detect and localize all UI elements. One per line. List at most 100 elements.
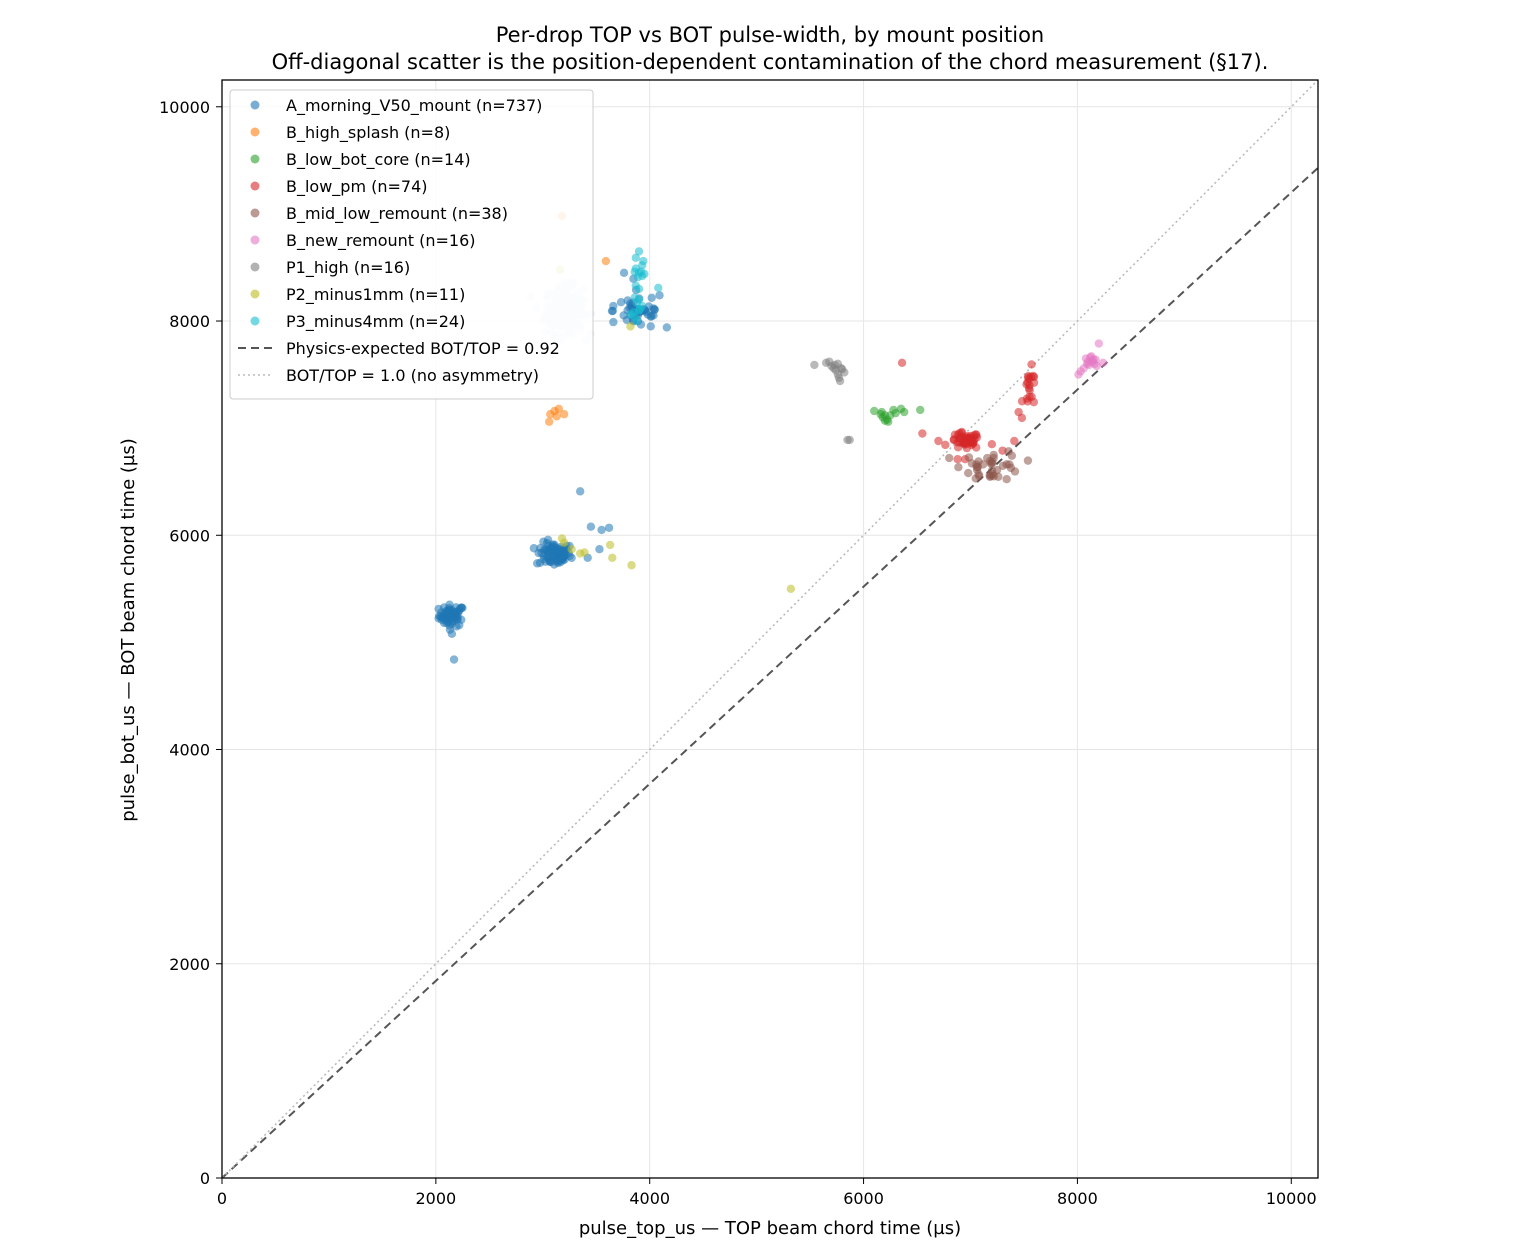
data-point bbox=[646, 322, 655, 331]
data-point bbox=[1014, 407, 1023, 417]
data-point bbox=[969, 437, 978, 447]
data-point bbox=[626, 322, 635, 331]
data-point bbox=[632, 316, 642, 326]
legend-box bbox=[229, 89, 594, 400]
data-point bbox=[983, 453, 992, 463]
data-point bbox=[786, 584, 796, 594]
y-axis-label: pulse_bot_us — BOT beam chord time (µs) bbox=[118, 438, 139, 822]
data-point bbox=[552, 412, 561, 421]
data-point bbox=[1094, 339, 1104, 348]
data-point bbox=[1007, 451, 1017, 460]
x-tick-label: 8000 bbox=[1057, 1189, 1098, 1208]
data-point bbox=[457, 603, 466, 612]
data-point bbox=[835, 376, 845, 386]
data-point bbox=[962, 433, 971, 443]
data-point bbox=[955, 429, 964, 438]
data-point bbox=[616, 298, 626, 307]
data-point bbox=[662, 323, 672, 332]
legend-entry: B_mid_low_remount (n=38) bbox=[286, 204, 508, 224]
x-axis-ticks: 0 2000 4000 6000 8000 10000 bbox=[217, 1178, 1317, 1208]
data-point bbox=[529, 544, 539, 553]
data-point bbox=[636, 267, 646, 276]
legend-entry: B_low_pm (n=74) bbox=[286, 177, 428, 197]
data-point bbox=[609, 301, 618, 311]
unity-line bbox=[222, 80, 1318, 1178]
data-point bbox=[1091, 355, 1100, 364]
data-point bbox=[555, 547, 565, 556]
legend-entry: B_new_remount (n=16) bbox=[286, 231, 476, 251]
data-point bbox=[897, 358, 907, 368]
data-point bbox=[655, 291, 664, 300]
data-point bbox=[647, 311, 656, 321]
data-point bbox=[447, 619, 457, 628]
y-tick-label: 8000 bbox=[169, 312, 210, 331]
data-point bbox=[601, 256, 611, 266]
data-point bbox=[941, 440, 950, 450]
data-point bbox=[649, 304, 658, 313]
legend-marker bbox=[250, 100, 260, 110]
data-point bbox=[845, 435, 854, 445]
data-point bbox=[553, 555, 562, 565]
series-6 bbox=[810, 357, 854, 445]
y-tick-label: 6000 bbox=[169, 526, 210, 545]
data-point bbox=[836, 363, 846, 373]
data-point bbox=[1006, 463, 1016, 473]
data-point bbox=[1023, 456, 1033, 465]
series-3 bbox=[897, 358, 1039, 464]
data-point bbox=[634, 306, 644, 315]
y-tick-label: 10000 bbox=[159, 98, 210, 117]
series-5 bbox=[1074, 339, 1108, 379]
data-point bbox=[1010, 436, 1019, 446]
data-point bbox=[605, 540, 615, 550]
legend-entry: BOT/TOP = 1.0 (no asymmetry) bbox=[286, 366, 539, 385]
data-point bbox=[989, 450, 998, 460]
legend-entry: P1_high (n=16) bbox=[286, 258, 410, 278]
y-axis-ticks: 0 2000 4000 6000 8000 10000 bbox=[159, 98, 222, 1188]
legend: A_morning_V50_mount (n=737) B_high_splash… bbox=[229, 89, 594, 400]
data-point bbox=[608, 553, 617, 562]
y-tick-label: 2000 bbox=[169, 955, 210, 974]
data-point bbox=[1027, 360, 1036, 369]
data-point bbox=[899, 407, 909, 417]
legend-marker bbox=[250, 154, 260, 164]
data-point bbox=[985, 470, 994, 480]
plot-frame bbox=[221, 79, 1319, 1179]
x-tick-label: 4000 bbox=[629, 1189, 670, 1208]
data-point bbox=[916, 405, 925, 415]
data-point bbox=[998, 461, 1008, 470]
data-point bbox=[547, 544, 556, 553]
x-axis-label: pulse_top_us — TOP beam chord time (µs) bbox=[579, 1218, 961, 1239]
physics-expected-line bbox=[222, 167, 1318, 1178]
data-point bbox=[557, 534, 567, 543]
data-point bbox=[609, 317, 618, 327]
data-point bbox=[634, 284, 644, 294]
data-point bbox=[918, 429, 927, 438]
y-tick-label: 0 bbox=[200, 1169, 210, 1188]
legend-marker bbox=[250, 262, 260, 272]
legend-entry: A_morning_V50_mount (n=737) bbox=[286, 96, 542, 116]
y-tick-label: 4000 bbox=[169, 741, 210, 760]
legend-entry: B_low_bot_core (n=14) bbox=[286, 150, 471, 170]
data-point bbox=[934, 436, 943, 446]
data-point bbox=[1025, 386, 1034, 395]
legend-entry: B_high_splash (n=8) bbox=[286, 123, 450, 143]
legend-entry: P2_minus1mm (n=11) bbox=[286, 285, 465, 305]
data-point bbox=[1027, 392, 1036, 402]
data-point bbox=[452, 609, 461, 619]
data-point bbox=[544, 417, 554, 426]
data-point bbox=[876, 410, 885, 419]
data-point bbox=[1098, 358, 1108, 368]
legend-marker bbox=[250, 208, 260, 218]
data-point bbox=[631, 253, 641, 263]
data-point bbox=[586, 522, 596, 531]
data-point bbox=[559, 410, 569, 419]
data-point bbox=[964, 468, 973, 478]
data-point bbox=[554, 404, 564, 414]
data-point bbox=[595, 544, 604, 554]
data-point bbox=[953, 455, 962, 464]
data-point bbox=[535, 558, 545, 567]
data-point bbox=[1026, 372, 1036, 382]
data-point bbox=[597, 525, 606, 535]
data-point bbox=[974, 469, 983, 479]
